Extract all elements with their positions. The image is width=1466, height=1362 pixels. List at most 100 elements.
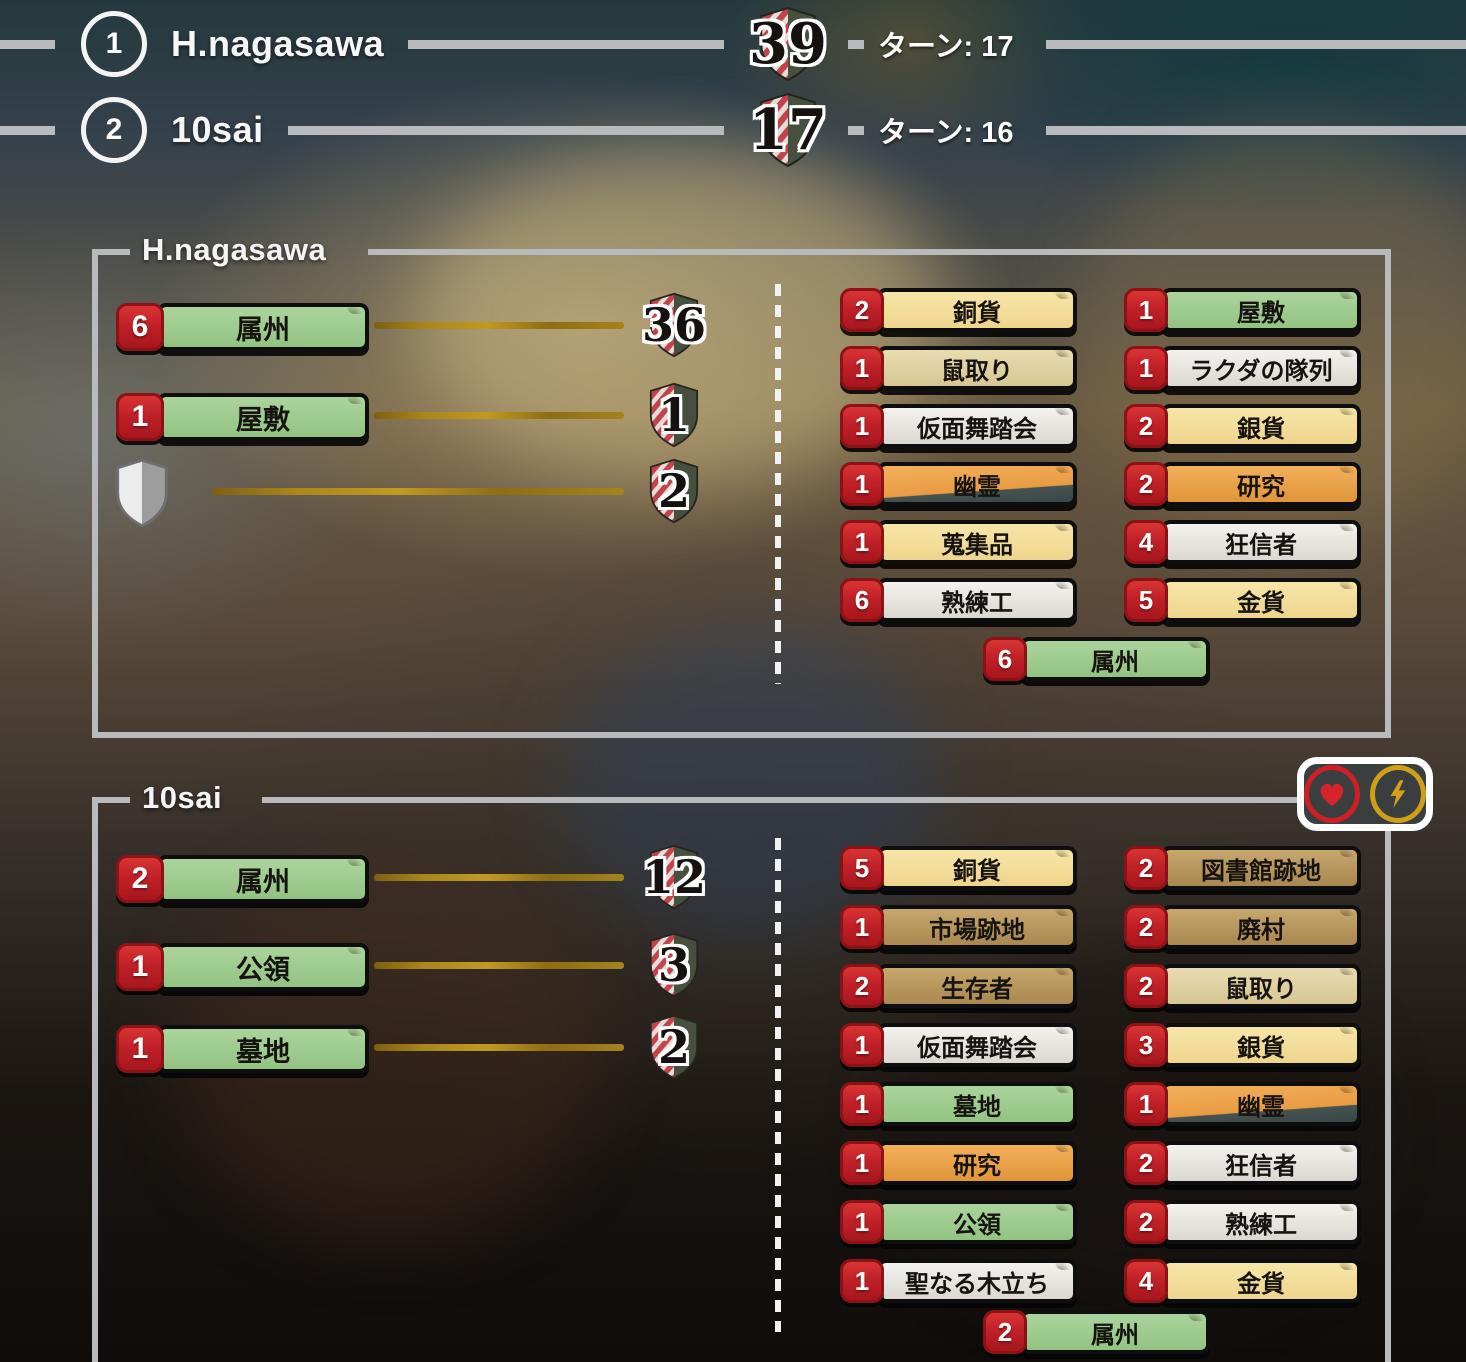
- points-value: 12: [641, 850, 706, 904]
- score-connector-line: [374, 874, 624, 881]
- card-row-footer: 6 属州: [983, 637, 1210, 681]
- card-name-label: 墓地: [236, 1036, 290, 1067]
- card-row: 1 ラクダの隊列: [1124, 346, 1361, 390]
- card-count-badge: 2: [1124, 964, 1168, 1008]
- card-banner: 熟練工: [877, 578, 1077, 622]
- card-row: 1 蒐集品: [840, 520, 1077, 564]
- card-banner: 鼠取り: [1161, 964, 1361, 1008]
- divider-line: [408, 39, 724, 49]
- victory-points: 36: [628, 292, 720, 358]
- victory-points: 1: [628, 382, 720, 448]
- card-count-badge: 1: [840, 1082, 884, 1126]
- rank-badge: 1: [81, 11, 147, 77]
- card-name-label: 銀貨: [1237, 1034, 1285, 1062]
- heart-button[interactable]: [1304, 765, 1360, 823]
- card-row: 2 鼠取り: [1124, 964, 1361, 1008]
- card-name-label: 屋敷: [236, 404, 290, 435]
- card-count-badge: 2: [840, 964, 884, 1008]
- card-name-label: 公領: [953, 1211, 1001, 1239]
- card-row: 1 仮面舞踏会: [840, 404, 1077, 448]
- card-count-badge: 6: [840, 578, 884, 622]
- bg-blob: [900, 950, 1360, 1310]
- card-banner: 狂信者: [1161, 1141, 1361, 1185]
- card-name-label: 幽霊: [953, 473, 1001, 501]
- card-banner: 幽霊: [1161, 1082, 1361, 1126]
- card-name-label: 仮面舞踏会: [917, 415, 1037, 443]
- card-row: 1 公領: [840, 1200, 1077, 1244]
- panel-border: [92, 732, 1391, 738]
- card-name-label: ラクダの隊列: [1189, 357, 1333, 385]
- card-row: 1 幽霊: [1124, 1082, 1361, 1126]
- card-row: 5 金貨: [1124, 578, 1361, 622]
- card-banner: 研究: [1161, 462, 1361, 506]
- panel-border: [92, 797, 98, 1362]
- card-name-label: 銀貨: [1237, 415, 1285, 443]
- card-banner: 幽霊: [877, 462, 1077, 506]
- scoreboard-row-1: 1 H.nagasawa 39 ターン: 17: [0, 7, 1466, 81]
- card-row: 2 図書館跡地: [1124, 846, 1361, 890]
- card-count-badge: 3: [1124, 1023, 1168, 1067]
- card-count-badge: 1: [840, 1023, 884, 1067]
- card-row: 1 幽霊: [840, 462, 1077, 506]
- card-row: 1 屋敷: [1124, 288, 1361, 332]
- points-value: 2: [657, 464, 690, 518]
- card-count-badge: 2: [1124, 404, 1168, 448]
- card-banner: 仮面舞踏会: [877, 1023, 1077, 1067]
- card-row: 6 熟練工: [840, 578, 1077, 622]
- card-count-badge: 6: [116, 303, 164, 351]
- player-name: H.nagasawa: [171, 23, 385, 64]
- card-count-badge: 1: [116, 943, 164, 991]
- card-count-badge: 1: [840, 462, 884, 506]
- card-row: 2 研究: [1124, 462, 1361, 506]
- card-name-label: 属州: [1091, 1321, 1139, 1349]
- divider-line: [848, 125, 864, 135]
- panel-border: [92, 249, 98, 738]
- victory-row: 2 属州: [116, 855, 369, 903]
- player-score: 39: [742, 7, 834, 81]
- card-row: 2 銅貨: [840, 288, 1077, 332]
- card-count-badge: 2: [1124, 1141, 1168, 1185]
- bg-blob: [560, 620, 940, 940]
- panel-border: [262, 797, 1297, 803]
- card-row: 5 銅貨: [840, 846, 1077, 890]
- score-shield-icon: [649, 292, 699, 358]
- card-row: 2 生存者: [840, 964, 1077, 1008]
- card-row: 2 廃村: [1124, 905, 1361, 949]
- rank-number: 2: [105, 113, 123, 146]
- turn-count-label: ターン: 16: [878, 117, 1014, 149]
- divider-line: [0, 125, 55, 135]
- score-connector-line: [374, 1044, 624, 1051]
- card-banner: 属州: [1020, 1310, 1210, 1354]
- card-count-badge: 1: [840, 1141, 884, 1185]
- vp-token-shield-icon: [116, 458, 168, 528]
- score-shield-icon: [649, 844, 699, 910]
- card-banner: 屋敷: [1161, 288, 1361, 332]
- card-name-label: 蒐集品: [941, 531, 1013, 559]
- card-banner: 銅貨: [877, 288, 1077, 332]
- divider-line: [0, 39, 55, 49]
- panel-border: [1385, 249, 1391, 738]
- divider-line: [287, 125, 724, 135]
- energy-button[interactable]: [1370, 765, 1426, 823]
- card-name-label: 図書館跡地: [1201, 857, 1321, 885]
- panel-separator: [775, 284, 781, 684]
- card-name-label: 鼠取り: [1225, 975, 1297, 1003]
- panel-separator: [775, 838, 781, 1332]
- card-banner: 研究: [877, 1141, 1077, 1185]
- victory-points: 2: [628, 458, 720, 524]
- status-box: [1297, 757, 1433, 831]
- card-name-label: 研究: [1237, 473, 1285, 501]
- card-count-badge: 1: [1124, 1082, 1168, 1126]
- card-name-label: 公領: [236, 954, 290, 985]
- panel-title: H.nagasawa: [142, 232, 327, 267]
- rank-number: 1: [105, 27, 123, 60]
- score-shield-icon: [649, 382, 699, 448]
- card-row: 2 銀貨: [1124, 404, 1361, 448]
- card-count-badge: 4: [1124, 520, 1168, 564]
- card-banner: 属州: [157, 855, 369, 903]
- card-name-label: 銅貨: [953, 857, 1001, 885]
- card-banner: 屋敷: [157, 393, 369, 441]
- card-name-label: 鼠取り: [941, 357, 1013, 385]
- heart-icon: [1320, 783, 1344, 807]
- victory-points: 12: [628, 844, 720, 910]
